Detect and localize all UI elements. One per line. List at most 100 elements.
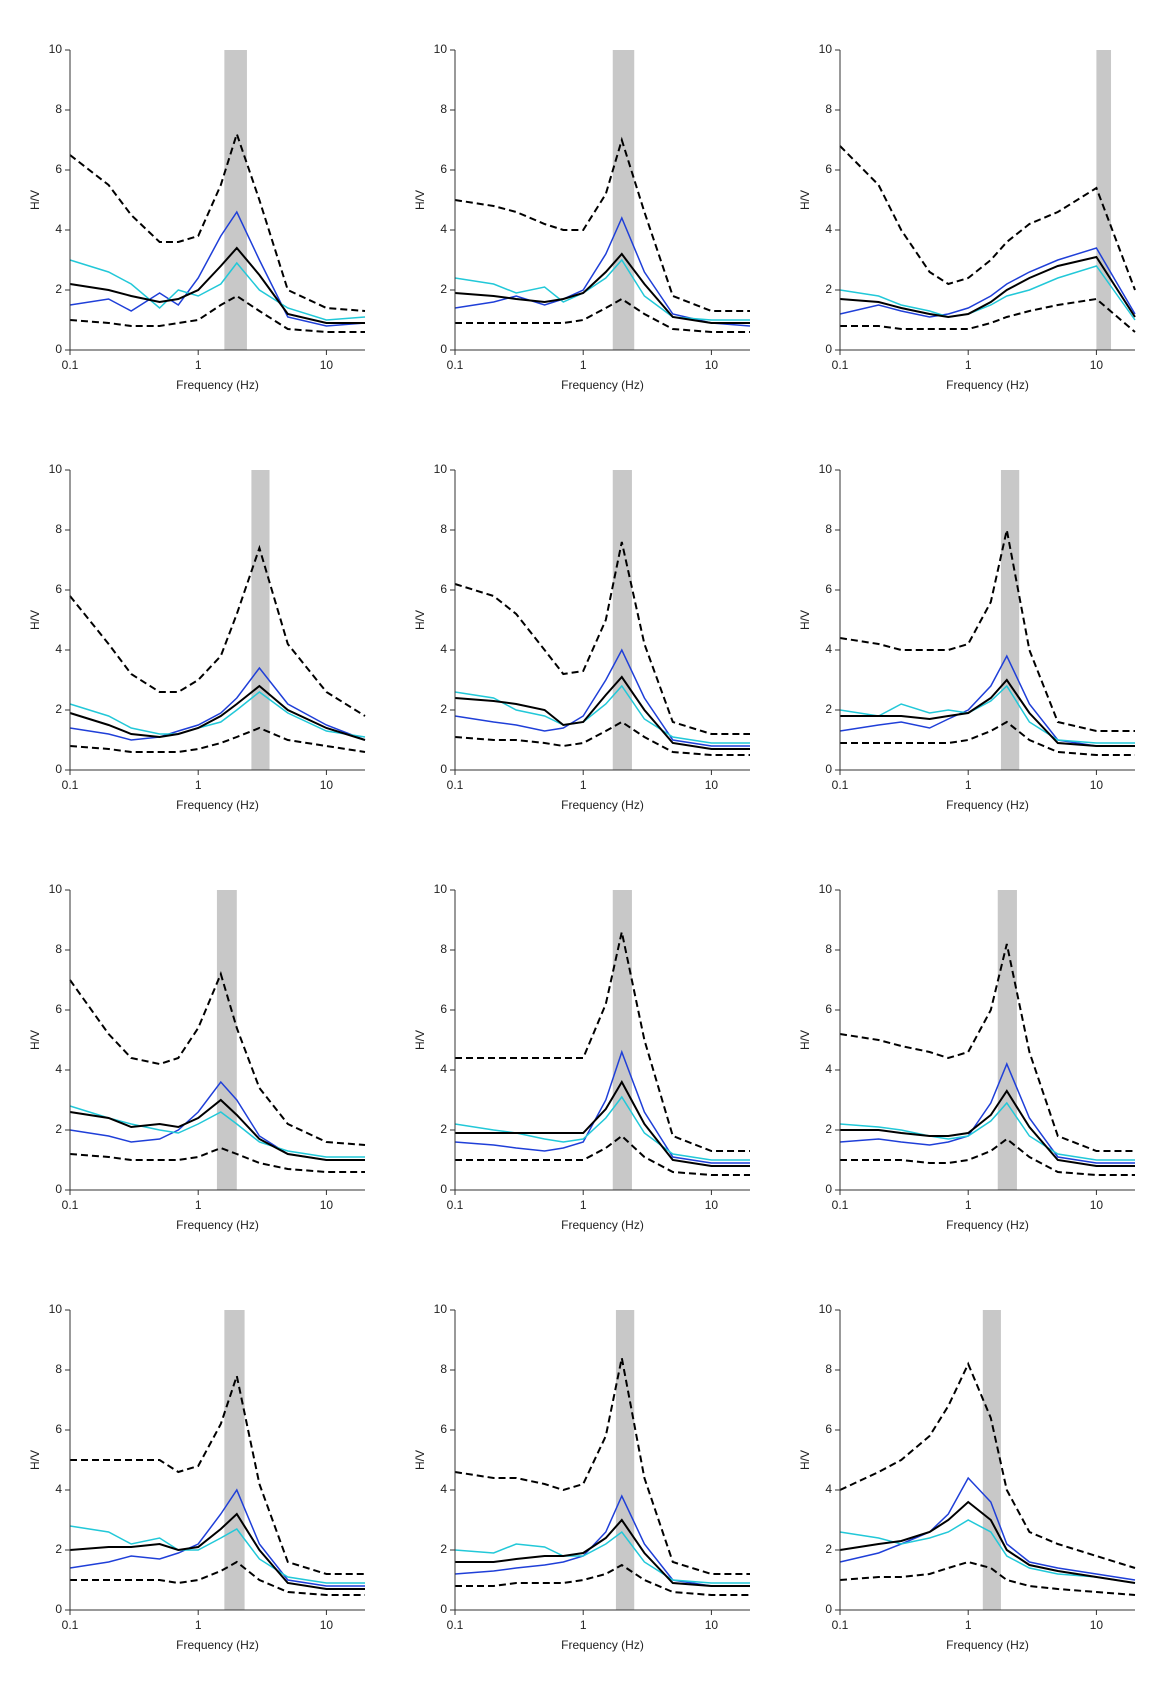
y-axis-label: H/V (413, 610, 427, 630)
x-axis-label: Frequency (Hz) (561, 1218, 644, 1232)
y-tick-label: 10 (819, 42, 833, 56)
x-tick-label: 0.1 (447, 1198, 464, 1212)
hv-curve (454, 136, 750, 312)
y-tick-label: 8 (440, 522, 447, 536)
hv-curve (69, 544, 366, 717)
peak-band (612, 50, 635, 350)
hv-curve (454, 1357, 750, 1575)
x-tick-label: 0.1 (62, 358, 79, 372)
hv-curve (69, 1098, 365, 1161)
hv-curve (455, 1563, 750, 1596)
y-axis-label: H/V (28, 190, 42, 210)
x-tick-label: 0.1 (447, 358, 464, 372)
x-axis-label: Frequency (Hz) (946, 1218, 1029, 1232)
y-tick-label: 8 (825, 942, 832, 956)
x-axis-label: Frequency (Hz) (176, 798, 259, 812)
y-tick-label: 2 (440, 702, 447, 716)
hv-curve (454, 258, 750, 321)
hv-curve (454, 720, 750, 756)
hv-curve (839, 1101, 1135, 1161)
x-tick-label: 0.1 (62, 778, 79, 792)
x-tick-label: 1 (580, 778, 587, 792)
y-tick-label: 6 (440, 1002, 447, 1016)
y-tick-label: 2 (55, 282, 62, 296)
y-tick-label: 8 (55, 942, 62, 956)
y-axis-label: H/V (28, 610, 42, 630)
y-tick-label: 6 (440, 162, 447, 176)
y-tick-label: 0 (440, 1182, 447, 1196)
y-tick-label: 10 (49, 42, 63, 56)
x-axis-label: Frequency (Hz) (176, 378, 259, 392)
peak-band (982, 1310, 1001, 1610)
subplot: 0 2 4 6 8 10 0.1 1 10 H/V Frequency (Hz) (798, 462, 1135, 812)
y-tick-label: 2 (825, 282, 832, 296)
hv-curve (69, 1146, 365, 1173)
x-tick-label: 0.1 (447, 778, 464, 792)
x-tick-label: 10 (1090, 358, 1104, 372)
x-tick-label: 1 (195, 358, 202, 372)
hv-curve (455, 1518, 750, 1587)
x-axis-label: Frequency (Hz) (176, 1638, 259, 1652)
hv-curve (455, 931, 750, 1152)
hv-curve (840, 297, 1136, 333)
hv-curve (840, 1137, 1135, 1176)
y-tick-label: 10 (819, 1302, 833, 1316)
y-tick-label: 6 (55, 1422, 62, 1436)
y-tick-label: 6 (440, 582, 447, 596)
hv-curve (455, 1079, 750, 1167)
hv-curve (69, 971, 366, 1146)
y-tick-label: 6 (825, 1422, 832, 1436)
x-tick-label: 0.1 (832, 358, 849, 372)
x-tick-label: 0.1 (62, 1198, 79, 1212)
peak-band (251, 470, 270, 770)
y-tick-label: 10 (434, 882, 448, 896)
peak-band (615, 1310, 635, 1610)
subplot: 0 2 4 6 8 10 0.1 1 10 H/V Frequency (Hz) (28, 1302, 365, 1652)
y-tick-label: 2 (440, 1542, 447, 1556)
y-tick-label: 2 (825, 1122, 832, 1136)
x-tick-label: 1 (580, 358, 587, 372)
hv-curve (839, 1500, 1136, 1584)
hv-curve (69, 691, 366, 738)
y-tick-label: 4 (55, 1062, 62, 1076)
y-tick-label: 2 (55, 702, 62, 716)
x-axis-label: Frequency (Hz) (946, 798, 1029, 812)
hv-curve (839, 529, 1135, 732)
hv-curve (454, 675, 750, 750)
hv-curve (69, 1512, 365, 1590)
subplot: 0 2 4 6 8 10 0.1 1 10 H/V Frequency (Hz) (413, 1302, 750, 1652)
x-tick-label: 0.1 (832, 1198, 849, 1212)
x-tick-label: 10 (705, 1618, 719, 1632)
x-axis-label: Frequency (Hz) (561, 1638, 644, 1652)
subplot: 0 2 4 6 8 10 0.1 1 10 H/V Frequency (Hz) (798, 42, 1136, 392)
y-axis-label: H/V (798, 610, 812, 630)
y-axis-label: H/V (28, 1030, 42, 1050)
y-tick-label: 10 (49, 1302, 63, 1316)
hv-curve (69, 666, 366, 741)
hv-curve (839, 1560, 1136, 1596)
y-tick-label: 4 (440, 1062, 447, 1076)
x-tick-label: 10 (320, 1198, 334, 1212)
hv-curve (454, 541, 750, 735)
hv-curve (455, 297, 750, 333)
x-tick-label: 10 (1090, 778, 1104, 792)
hv-curve (840, 1089, 1135, 1167)
y-axis-label: H/V (413, 190, 427, 210)
y-tick-label: 2 (825, 1542, 832, 1556)
hv-curve (839, 255, 1136, 319)
y-tick-label: 0 (825, 1182, 832, 1196)
y-tick-label: 6 (55, 582, 62, 596)
y-tick-label: 4 (825, 642, 832, 656)
hv-curve (454, 1530, 750, 1584)
hv-curve (840, 678, 1135, 747)
x-tick-label: 1 (195, 778, 202, 792)
y-tick-label: 4 (55, 222, 62, 236)
y-axis-label: H/V (413, 1030, 427, 1050)
y-tick-label: 4 (825, 222, 832, 236)
y-axis-label: H/V (28, 1450, 42, 1470)
x-tick-label: 10 (320, 778, 334, 792)
y-tick-label: 0 (825, 762, 832, 776)
hv-curve (69, 684, 366, 741)
x-tick-label: 10 (705, 778, 719, 792)
y-tick-label: 4 (440, 642, 447, 656)
